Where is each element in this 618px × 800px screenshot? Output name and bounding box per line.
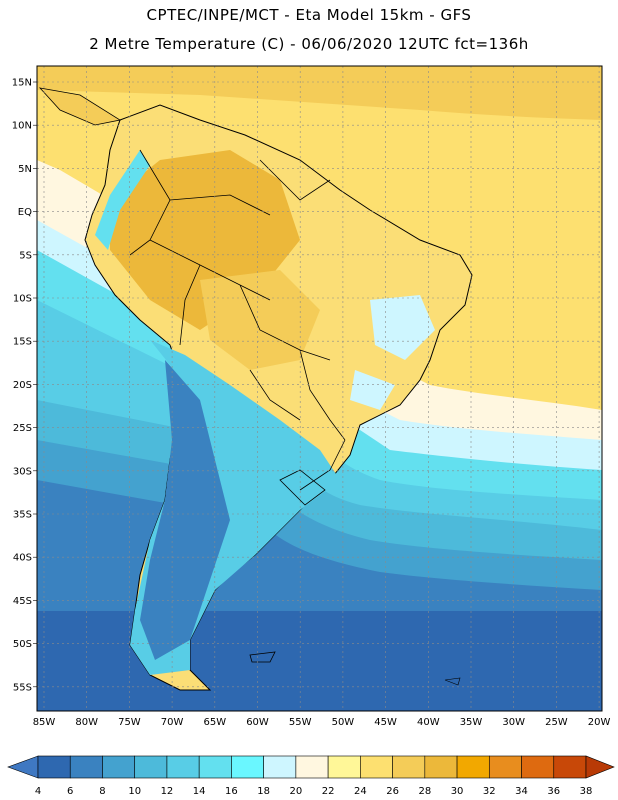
legend-swatch bbox=[134, 755, 168, 779]
lon-label: 45W bbox=[374, 717, 397, 728]
lon-label: 85W bbox=[33, 717, 56, 728]
legend-tick-label: 16 bbox=[225, 786, 238, 797]
lat-label: 55S bbox=[13, 682, 32, 693]
southeast-brazil-cool-patch bbox=[350, 370, 395, 410]
legend-tick-label: 8 bbox=[99, 786, 105, 797]
lon-label: 50W bbox=[332, 717, 355, 728]
legend-tick-label: 4 bbox=[35, 786, 41, 797]
lon-label: 20W bbox=[588, 717, 611, 728]
legend-tick-label: 28 bbox=[418, 786, 431, 797]
central-america bbox=[38, 87, 122, 126]
legend-tick-label: 12 bbox=[161, 786, 174, 797]
legend-swatch bbox=[488, 755, 522, 779]
legend-tick-label: 32 bbox=[483, 786, 496, 797]
lon-label: 60W bbox=[246, 717, 269, 728]
lat-label: 25S bbox=[13, 423, 32, 434]
legend-low-arrow bbox=[7, 755, 39, 779]
legend-tick-label: 14 bbox=[193, 786, 206, 797]
lat-label: 15N bbox=[12, 78, 32, 89]
legend-swatch bbox=[102, 755, 136, 779]
legend-swatch bbox=[263, 755, 297, 779]
legend-tick-label: 36 bbox=[547, 786, 560, 797]
map-frame bbox=[36, 65, 603, 712]
country-borders bbox=[129, 149, 346, 506]
legend-tick-label: 24 bbox=[354, 786, 367, 797]
legend-swatch bbox=[521, 755, 555, 779]
legend-swatch bbox=[69, 755, 103, 779]
legend-high-arrow bbox=[585, 755, 615, 779]
lat-label: 10S bbox=[13, 294, 32, 305]
legend-tick-label: 38 bbox=[580, 786, 593, 797]
legend-swatch bbox=[231, 755, 264, 779]
lat-label: 5N bbox=[18, 164, 32, 175]
lat-label: EQ bbox=[18, 207, 32, 218]
lon-label: 55W bbox=[289, 717, 312, 728]
legend-swatch bbox=[295, 755, 329, 779]
lat-label: 20S bbox=[13, 380, 32, 391]
lat-label: 50S bbox=[13, 639, 32, 650]
legend-swatch bbox=[360, 755, 393, 779]
lat-label: 45S bbox=[13, 596, 32, 607]
lon-label: 75W bbox=[118, 717, 141, 728]
lat-label: 5S bbox=[19, 250, 32, 261]
lon-label: 70W bbox=[161, 717, 184, 728]
lat-label: 15S bbox=[13, 337, 32, 348]
lon-label: 80W bbox=[75, 717, 98, 728]
legend-tick-label: 20 bbox=[290, 786, 303, 797]
color-scale-legend: 4 6 8 10 12 14 16 18 20 22 24 26 28 30 32 34 36 38 bbox=[7, 755, 615, 797]
ocean-band-26 bbox=[37, 66, 602, 120]
east-brazil-cool-patch bbox=[370, 295, 435, 360]
lon-label: 30W bbox=[502, 717, 525, 728]
chart-title-line1: CPTEC/INPE/MCT - Eta Model 15km - GFS bbox=[146, 6, 472, 24]
legend-tick-label: 30 bbox=[451, 786, 464, 797]
graticule bbox=[33, 66, 602, 711]
legend-tick-label: 18 bbox=[257, 786, 270, 797]
legend-tick-label: 34 bbox=[515, 786, 528, 797]
lat-label: 30S bbox=[13, 466, 32, 477]
lon-label: 25W bbox=[545, 717, 568, 728]
legend-swatch bbox=[456, 755, 490, 779]
legend-swatch bbox=[198, 755, 232, 779]
chart-title-line2: 2 Metre Temperature (C) - 06/06/2020 12U… bbox=[89, 35, 529, 53]
lat-label: 35S bbox=[13, 510, 32, 521]
lat-label: 40S bbox=[13, 553, 32, 564]
lat-label: 10N bbox=[12, 121, 32, 132]
lon-label: 40W bbox=[417, 717, 440, 728]
legend-tick-label: 6 bbox=[67, 786, 73, 797]
legend-swatch bbox=[166, 755, 200, 779]
patagonia-cold bbox=[140, 360, 230, 660]
lon-label: 35W bbox=[460, 717, 483, 728]
andes-cold-strip bbox=[95, 150, 150, 250]
legend-tick-label: 26 bbox=[386, 786, 399, 797]
legend-tick-label: 10 bbox=[128, 786, 141, 797]
falkland-islands bbox=[249, 651, 276, 663]
legend-swatch bbox=[424, 755, 458, 779]
latitude-labels: 15N 10N 5N EQ 5S 10S 15S 20S 25S 30S 35S 40S 45S 50S 5… bbox=[12, 78, 32, 694]
longitude-labels: 85W 80W 75W 70W 65W 60W 55W 50W 45W 40W 35W 30W 25W 2… bbox=[33, 717, 611, 728]
legend-swatch bbox=[327, 755, 361, 779]
south-georgia bbox=[444, 677, 461, 686]
legend-swatch bbox=[37, 755, 71, 779]
legend-tick-label: 22 bbox=[322, 786, 335, 797]
legend-swatch bbox=[553, 755, 587, 779]
lon-label: 65W bbox=[203, 717, 226, 728]
temperature-map: 15N 10N 5N EQ 5S 10S 15S 20S 25S 30S 35S 40S 45S 50S 5… bbox=[12, 65, 611, 728]
legend-swatch bbox=[392, 755, 426, 779]
